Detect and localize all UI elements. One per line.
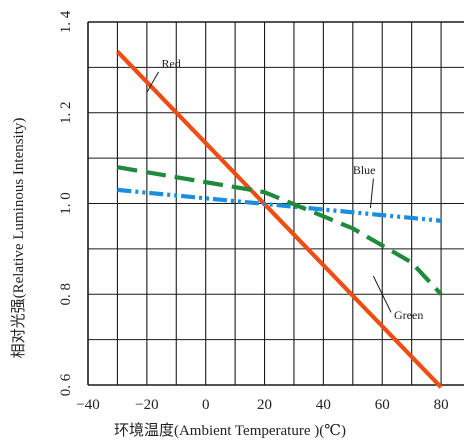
y-tick-label: 1. 4 xyxy=(58,10,74,33)
x-tick-label: 20 xyxy=(257,397,272,413)
series-lines xyxy=(115,50,443,389)
x-tick-label: 80 xyxy=(434,397,449,413)
x-tick-label: −20 xyxy=(135,397,158,413)
x-tick-label: 0 xyxy=(202,397,210,413)
y-tick-label: 0. 6 xyxy=(58,373,74,396)
y-tick-label: 0. 8 xyxy=(58,283,74,306)
x-tick-label: 60 xyxy=(375,397,390,413)
series-label-leader-green xyxy=(372,275,392,313)
x-axis-title: 环境温度(Ambient Temperature )(℃) xyxy=(114,421,346,439)
tick-labels: −40 −20 0 20 40 60 80 0. 6 0. 8 1. 0 1. 2 1. 4 xyxy=(58,10,449,413)
series-label-red: Red xyxy=(162,56,181,70)
series-label-leader-red xyxy=(146,71,160,93)
series-labels: Red Blue Green xyxy=(146,56,423,322)
series-label-leader-blue xyxy=(369,178,374,209)
y-axis-title: 相对光强(Relative Luminous Intensity) xyxy=(10,118,27,359)
series-line-blue xyxy=(117,187,442,223)
series-line-green xyxy=(117,165,443,296)
y-tick-label: 1. 0 xyxy=(58,192,74,215)
series-label-green: Green xyxy=(394,308,423,322)
series-line-red xyxy=(115,50,443,389)
x-tick-label: 40 xyxy=(316,397,331,413)
x-tick-label: −40 xyxy=(76,397,99,413)
y-tick-label: 1. 2 xyxy=(58,102,74,125)
series-label-blue: Blue xyxy=(353,163,376,177)
